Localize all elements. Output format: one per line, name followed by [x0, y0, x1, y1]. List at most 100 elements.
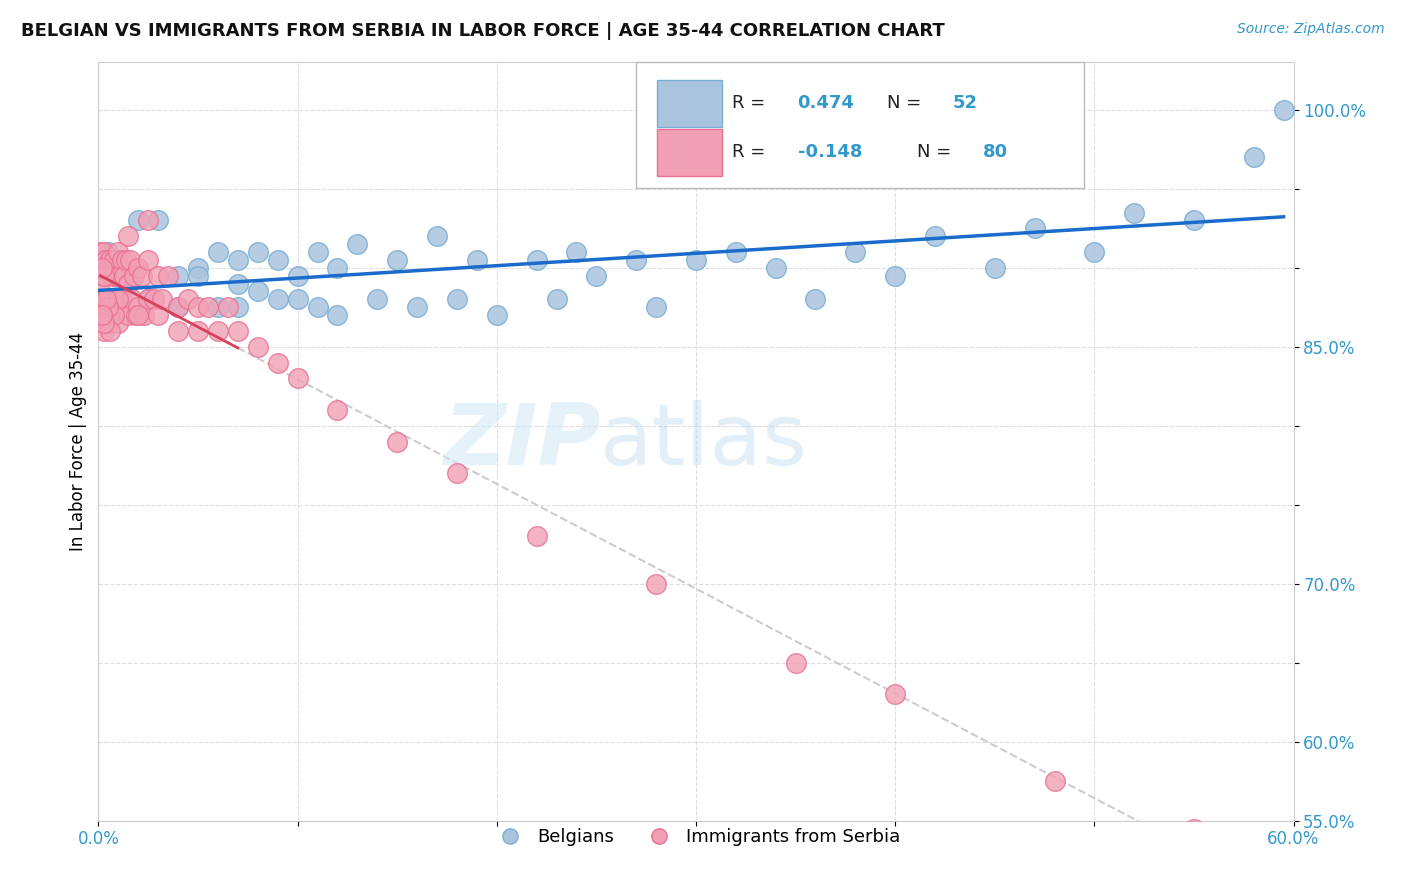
Point [91, 300, 114, 314]
Point [91, 260, 114, 275]
Point [187, 300, 209, 314]
Point [93, 316, 115, 330]
Point [187, 268, 209, 283]
Point [103, 293, 125, 307]
Point [101, 308, 124, 322]
Point [136, 213, 159, 227]
Point [187, 260, 209, 275]
Point [924, 229, 946, 244]
Point [187, 324, 209, 338]
Text: 0.474: 0.474 [797, 94, 855, 112]
Point [89, 285, 111, 299]
Point [785, 656, 807, 670]
Point [226, 324, 249, 338]
Point [96, 293, 118, 307]
Point [93, 244, 115, 259]
Point [526, 252, 548, 267]
Point [91, 252, 114, 267]
Point [326, 403, 349, 417]
Point [93, 268, 115, 283]
Point [645, 576, 668, 591]
Text: 52: 52 [953, 94, 979, 112]
Point [426, 229, 449, 244]
Point [226, 300, 249, 314]
Point [287, 268, 309, 283]
Point [112, 268, 135, 283]
Point [465, 252, 488, 267]
Point [96, 252, 118, 267]
Point [1123, 205, 1146, 219]
FancyBboxPatch shape [657, 80, 723, 127]
Point [111, 293, 134, 307]
Point [127, 300, 149, 314]
Point [136, 293, 159, 307]
Point [167, 300, 190, 314]
Point [326, 308, 349, 322]
Point [143, 293, 166, 307]
Point [1272, 103, 1295, 117]
Point [127, 213, 149, 227]
Point [148, 268, 170, 283]
Point [1243, 150, 1265, 164]
Point [765, 260, 787, 275]
Point [406, 300, 429, 314]
Text: -0.148: -0.148 [797, 143, 862, 161]
Point [565, 244, 588, 259]
Point [246, 285, 269, 299]
Point [446, 293, 468, 307]
Text: N =: N = [887, 94, 927, 112]
Point [134, 308, 156, 322]
Text: 80: 80 [983, 143, 1008, 161]
Point [1182, 213, 1205, 227]
Point [207, 300, 229, 314]
Point [93, 300, 115, 314]
Point [307, 244, 329, 259]
Point [103, 308, 125, 322]
Point [96, 293, 118, 307]
Point [98, 252, 122, 267]
Point [124, 268, 146, 283]
Point [136, 293, 159, 307]
Point [131, 268, 153, 283]
Point [446, 466, 468, 480]
Point [177, 293, 200, 307]
Point [197, 300, 219, 314]
Point [585, 268, 607, 283]
Point [101, 268, 124, 283]
Point [148, 213, 170, 227]
Point [385, 252, 409, 267]
Point [385, 434, 409, 449]
Text: atlas: atlas [600, 400, 808, 483]
Point [107, 293, 129, 307]
Point [150, 293, 173, 307]
Point [148, 308, 170, 322]
Point [91, 308, 114, 322]
Point [1024, 221, 1046, 235]
Point [93, 268, 115, 283]
Point [267, 252, 290, 267]
Text: R =: R = [733, 143, 770, 161]
Point [724, 244, 747, 259]
Point [207, 324, 229, 338]
Point [97, 244, 120, 259]
Point [246, 340, 269, 354]
Point [226, 252, 249, 267]
Point [98, 293, 122, 307]
Point [1083, 244, 1105, 259]
Point [804, 293, 827, 307]
Point [1182, 822, 1205, 836]
Point [97, 293, 120, 307]
Point [93, 324, 115, 338]
Point [110, 268, 132, 283]
Text: ZIP: ZIP [443, 400, 600, 483]
Point [107, 244, 129, 259]
Point [226, 277, 249, 291]
Point [844, 244, 866, 259]
Point [645, 300, 668, 314]
Point [111, 252, 134, 267]
Point [626, 252, 648, 267]
Point [107, 268, 129, 283]
Point [1043, 774, 1066, 789]
Text: BELGIAN VS IMMIGRANTS FROM SERBIA IN LABOR FORCE | AGE 35-44 CORRELATION CHART: BELGIAN VS IMMIGRANTS FROM SERBIA IN LAB… [21, 22, 945, 40]
Point [136, 252, 159, 267]
